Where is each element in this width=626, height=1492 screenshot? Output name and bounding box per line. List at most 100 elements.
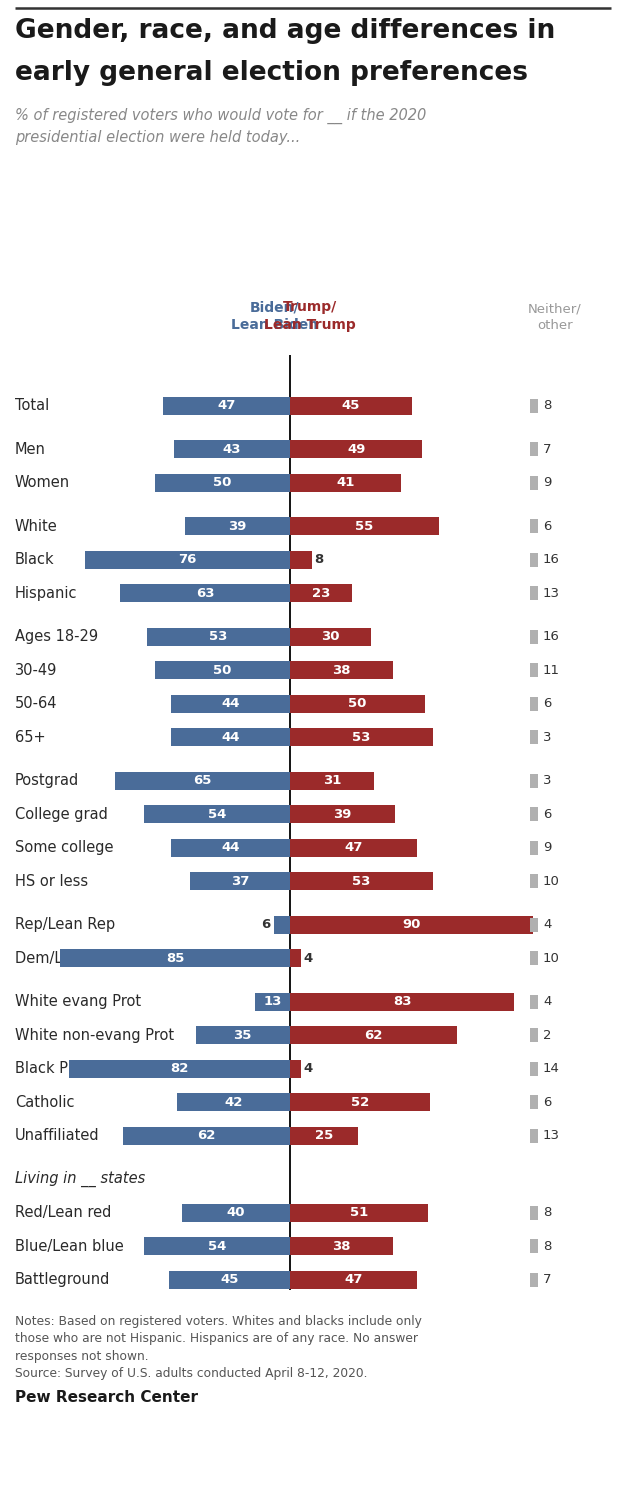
Text: Source: Survey of U.S. adults conducted April 8-12, 2020.: Source: Survey of U.S. adults conducted … xyxy=(15,1367,367,1380)
Text: 4: 4 xyxy=(543,918,552,931)
Text: 44: 44 xyxy=(222,731,240,743)
Text: Gender, race, and age differences in: Gender, race, and age differences in xyxy=(15,18,555,43)
Bar xyxy=(530,1206,538,1219)
Bar xyxy=(530,773,538,788)
Bar xyxy=(274,916,290,934)
Text: 4: 4 xyxy=(304,952,313,964)
Text: Notes: Based on registered voters. Whites and blacks include only
those who are : Notes: Based on registered voters. White… xyxy=(15,1314,422,1362)
Bar xyxy=(290,1026,458,1044)
Text: Women: Women xyxy=(15,474,70,489)
Text: 52: 52 xyxy=(351,1095,369,1109)
Text: HS or less: HS or less xyxy=(15,873,88,889)
Text: Blue/Lean blue: Blue/Lean blue xyxy=(15,1238,124,1253)
Bar xyxy=(290,440,423,458)
Text: Battleground: Battleground xyxy=(15,1273,110,1288)
Text: 31: 31 xyxy=(322,774,341,788)
Bar xyxy=(290,583,352,603)
Text: 25: 25 xyxy=(315,1129,333,1141)
Text: 8: 8 xyxy=(543,1240,552,1253)
Bar xyxy=(155,473,290,491)
Text: Pew Research Center: Pew Research Center xyxy=(15,1389,198,1404)
Text: 43: 43 xyxy=(223,443,241,455)
Text: 85: 85 xyxy=(166,952,185,964)
Bar xyxy=(530,398,538,413)
Bar xyxy=(290,1126,357,1144)
Text: 13: 13 xyxy=(543,586,560,600)
Bar xyxy=(290,992,514,1010)
Text: 50: 50 xyxy=(348,697,367,710)
Text: 16: 16 xyxy=(543,554,560,565)
Bar xyxy=(530,442,538,457)
Text: 47: 47 xyxy=(344,1273,362,1286)
Text: 14: 14 xyxy=(543,1062,560,1076)
Bar xyxy=(147,628,290,646)
Text: 54: 54 xyxy=(208,1240,226,1253)
Bar xyxy=(290,1094,431,1112)
Text: Biden/
Lean Biden: Biden/ Lean Biden xyxy=(232,300,319,333)
Bar xyxy=(530,1128,538,1143)
Bar xyxy=(530,874,538,888)
Bar xyxy=(290,1237,393,1255)
Bar xyxy=(120,583,290,603)
Bar xyxy=(530,630,538,643)
Text: 6: 6 xyxy=(543,1095,552,1109)
Text: 2: 2 xyxy=(543,1028,552,1041)
Text: 65: 65 xyxy=(193,774,212,788)
Bar xyxy=(290,1059,301,1077)
Text: 9: 9 xyxy=(543,841,552,853)
Text: 45: 45 xyxy=(342,398,360,412)
Text: Dem/Lean Dem: Dem/Lean Dem xyxy=(15,950,128,965)
Text: 65+: 65+ xyxy=(15,730,46,745)
Text: Some college: Some college xyxy=(15,840,113,855)
Bar xyxy=(171,695,290,713)
Bar xyxy=(171,839,290,856)
Text: White non-evang Prot: White non-evang Prot xyxy=(15,1028,174,1043)
Bar xyxy=(290,473,401,491)
Text: Living in __ states: Living in __ states xyxy=(15,1171,145,1188)
Text: 13: 13 xyxy=(543,1129,560,1141)
Text: Unaffiliated: Unaffiliated xyxy=(15,1128,100,1143)
Text: 38: 38 xyxy=(332,664,351,676)
Text: Postgrad: Postgrad xyxy=(15,773,80,788)
Text: 82: 82 xyxy=(170,1062,188,1076)
Text: 3: 3 xyxy=(543,731,552,743)
Bar xyxy=(290,1204,428,1222)
Text: 37: 37 xyxy=(231,874,249,888)
Bar xyxy=(530,730,538,745)
Text: 8: 8 xyxy=(315,554,324,565)
Text: 30: 30 xyxy=(321,630,340,643)
Bar xyxy=(290,628,371,646)
Bar xyxy=(69,1059,290,1077)
Text: Black: Black xyxy=(15,552,54,567)
Text: 44: 44 xyxy=(222,841,240,853)
Bar xyxy=(530,918,538,931)
Text: 90: 90 xyxy=(403,918,421,931)
Bar xyxy=(530,840,538,855)
Text: Red/Lean red: Red/Lean red xyxy=(15,1206,111,1220)
Text: 35: 35 xyxy=(233,1028,252,1041)
Bar xyxy=(530,662,538,677)
Bar xyxy=(530,1061,538,1076)
Bar xyxy=(290,397,411,415)
Text: 45: 45 xyxy=(220,1273,239,1286)
Bar xyxy=(530,552,538,567)
Text: 51: 51 xyxy=(350,1206,368,1219)
Text: 44: 44 xyxy=(222,697,240,710)
Bar xyxy=(168,1271,290,1289)
Bar xyxy=(255,992,290,1010)
Text: 4: 4 xyxy=(543,995,552,1009)
Text: College grad: College grad xyxy=(15,807,108,822)
Bar xyxy=(530,586,538,600)
Text: 6: 6 xyxy=(543,807,552,821)
Text: 53: 53 xyxy=(352,874,371,888)
Bar xyxy=(177,1094,290,1112)
Text: 38: 38 xyxy=(332,1240,351,1253)
Bar xyxy=(144,1237,290,1255)
Text: 55: 55 xyxy=(355,519,373,533)
Text: Hispanic: Hispanic xyxy=(15,585,78,601)
Bar xyxy=(290,551,312,568)
Bar xyxy=(530,697,538,710)
Text: Ages 18-29: Ages 18-29 xyxy=(15,630,98,645)
Bar xyxy=(530,1028,538,1041)
Text: Trump/
Lean Trump: Trump/ Lean Trump xyxy=(264,300,356,333)
